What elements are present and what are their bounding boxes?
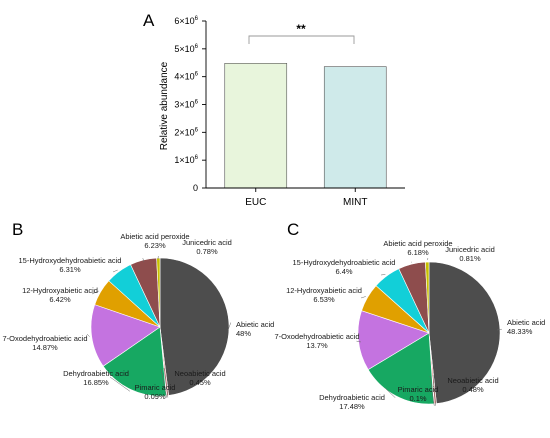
pie-label-percent: 6.42% — [49, 295, 71, 304]
y-tick-label: 0 — [193, 183, 198, 193]
pie-label-name: 12-Hydroxyabietic acid — [22, 286, 98, 295]
pie-leader-line — [429, 375, 435, 406]
pie-label-name: Pimaric acid — [398, 385, 439, 394]
pie-label-percent: 6.4% — [335, 267, 352, 276]
bar-chart-panel-a: A Relative abundance 0 1×106 2×106 3×106 4×1… — [143, 11, 405, 208]
pie-label-percent: 48.33% — [507, 327, 533, 336]
pie-slice-7-oxodehydroabietic-acid — [90, 304, 161, 367]
pie-label-percent: 6.53% — [313, 295, 335, 304]
pie-label-percent: 0.81% — [459, 254, 481, 263]
pie-label-name: Dehydroabietic acid — [319, 393, 385, 402]
y-tick-label: 3×106 — [174, 100, 198, 110]
pie-label-name: Junicedric acid — [445, 245, 495, 254]
pie-label-name: 15-Hydroxydehydroabietic acid — [293, 258, 396, 267]
pie-slice-abietic-acid — [159, 257, 230, 396]
pie-leader-line — [432, 374, 436, 406]
pie-slice-dehydroabietic-acid — [367, 332, 435, 405]
significance-bracket — [248, 35, 355, 44]
y-tick-label: 2×106 — [174, 127, 198, 137]
pie-label-percent: 6.31% — [59, 265, 81, 274]
pie-label-name: Pimaric acid — [135, 383, 176, 392]
pie-leader-line — [496, 328, 502, 331]
pie-leader-line — [384, 387, 396, 398]
x-tick-label: EUC — [245, 197, 266, 208]
y-tick-label: 4×106 — [174, 72, 198, 82]
y-tick-label: 1×106 — [174, 155, 198, 165]
panel-label-b: B — [12, 220, 23, 239]
pie-leader-line — [360, 296, 366, 299]
y-axis-ticks: 0 1×106 2×106 3×106 4×106 5×106 6×106 — [174, 16, 206, 193]
pie-label-percent: 14.87% — [32, 343, 58, 352]
pie-leader-line — [380, 274, 386, 276]
pie-label-percent: 6.18% — [407, 248, 429, 257]
panel-label-a: A — [143, 11, 155, 30]
pie-label-name: Abietic acid — [507, 318, 545, 327]
pie-leader-line — [142, 258, 145, 263]
pie-label-percent: 17.48% — [339, 402, 365, 411]
pie-label-percent: 16.85% — [83, 378, 109, 387]
pie-leader-line — [86, 333, 90, 337]
pie-leader-line — [356, 340, 362, 343]
pie-label-percent: 6.23% — [144, 241, 166, 250]
pie-label-name: 15-Hydroxydehydroabietic acid — [19, 256, 122, 265]
pie-label-percent: 0.48% — [462, 385, 484, 394]
pie-leader-line — [109, 376, 131, 392]
pie-label-name: Neoabietic acid — [447, 376, 498, 385]
pie-slice-7-oxodehydroabietic-acid — [357, 310, 430, 371]
pie-label-percent: 0.09% — [144, 392, 166, 401]
pie-leader-line — [160, 368, 167, 398]
pie-c-slices — [357, 261, 501, 405]
pie-leader-line — [112, 269, 118, 273]
pie-leader-line — [163, 367, 169, 398]
pie-label-percent: 0.1% — [409, 394, 426, 403]
x-axis-categories: EUC MINT — [245, 188, 367, 208]
pie-label-percent: 13.7% — [306, 341, 328, 350]
pie-label-name: Abietic acid peroxide — [383, 239, 452, 248]
y-tick-label: 6×106 — [174, 16, 198, 26]
y-tick-label: 5×106 — [174, 44, 198, 54]
pie-label-percent: 0.78% — [196, 247, 218, 256]
pie-label-name: 12-Hydroxyabietic acid — [286, 286, 362, 295]
pie-label-percent: 48% — [236, 329, 251, 338]
pie-leader-line — [426, 257, 429, 261]
pie-leader-line — [227, 322, 232, 331]
pie-label-name: Dehydroabietic acid — [63, 369, 129, 378]
y-axis-label: Relative abundance — [159, 61, 170, 150]
bar-euc — [224, 63, 288, 189]
bar-mint — [323, 66, 387, 189]
pie-label-name: 7-Oxodehydroabietic acid — [274, 332, 359, 341]
pie-slice-junicedric-acid — [425, 261, 430, 334]
significance-marker: ** — [296, 22, 306, 36]
pie-label-percent: 0.45% — [189, 378, 211, 387]
pie-b-slices — [90, 257, 230, 397]
pie-label-name: Abietic acid — [236, 320, 274, 329]
bars — [224, 63, 387, 189]
x-tick-label: MINT — [343, 197, 367, 208]
panel-label-c: C — [287, 220, 299, 239]
pie-slice-dehydroabietic-acid — [102, 326, 167, 397]
pie-label-name: Neoabietic acid — [174, 369, 225, 378]
pie-label-name: 7-Oxodehydroabietic acid — [2, 334, 87, 343]
pie-leader-line — [91, 290, 99, 295]
pie-label-name: Abietic acid peroxide — [120, 232, 189, 241]
pie-label-name: Junicedric acid — [182, 238, 232, 247]
